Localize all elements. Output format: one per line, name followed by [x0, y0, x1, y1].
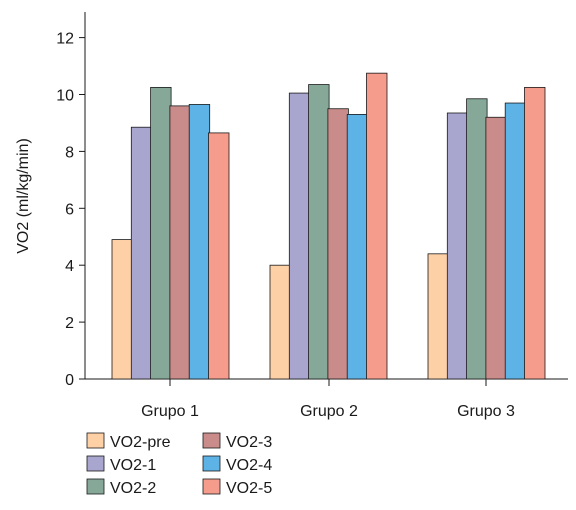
- y-tick-label: 12: [56, 31, 74, 48]
- legend: VO2-pre VO2-1 VO2-2 VO2-3 VO2-4 VO2-5: [86, 432, 272, 497]
- y-tick-label: 2: [65, 315, 74, 332]
- y-tick-label: 8: [65, 144, 74, 161]
- legend-label-vo2-2: VO2-2: [110, 480, 156, 497]
- y-axis-title: VO2 (ml/kg/min): [15, 138, 32, 254]
- legend-label-vo2-1: VO2-1: [110, 457, 156, 474]
- bar-vo2-1-group-3: [446, 112, 469, 380]
- legend-swatch-vo2-2: [86, 478, 105, 495]
- bar-vo2-4-group-1: [188, 104, 211, 380]
- bars: [111, 72, 546, 380]
- y-tick-label: 4: [65, 258, 74, 275]
- x-ticks: Grupo 1 Grupo 2 Grupo 3: [141, 379, 515, 420]
- bar-vo2-3-group-1: [169, 105, 191, 380]
- legend-swatch-vo2-3: [202, 432, 221, 449]
- legend-swatch-vo2-4: [202, 455, 221, 472]
- x-tick-label: Grupo 1: [141, 403, 199, 420]
- bar-vo2-3-group-3: [485, 116, 507, 380]
- bar-vo2-2-group-1: [150, 86, 172, 380]
- legend-label-vo2-4: VO2-4: [226, 457, 272, 474]
- bar-vo2-pre-group-1: [111, 239, 133, 380]
- bar-vo2-5-group-3: [524, 86, 546, 380]
- legend-label-vo2-5: VO2-5: [226, 480, 272, 497]
- bar-vo2-3-group-2: [327, 108, 349, 380]
- y-tick-label: 10: [56, 88, 74, 105]
- bar-vo2-pre-group-2: [269, 264, 291, 380]
- y-tick-label: 0: [65, 372, 74, 389]
- legend-label-vo2-pre: VO2-pre: [110, 434, 171, 451]
- bar-vo2-2-group-2: [308, 84, 330, 380]
- y-ticks: 0 2 4 6 8 10 12: [56, 31, 85, 389]
- bar-vo2-4-group-3: [504, 102, 527, 380]
- legend-label-vo2-3: VO2-3: [226, 434, 272, 451]
- legend-swatch-vo2-pre: [86, 432, 105, 449]
- y-tick-label: 6: [65, 201, 74, 218]
- bar-vo2-2-group-3: [466, 98, 488, 380]
- bar-vo2-pre-group-3: [427, 253, 449, 380]
- bar-vo2-5-group-1: [208, 132, 230, 380]
- bar-vo2-5-group-2: [366, 72, 388, 380]
- bar-vo2-1-group-2: [288, 92, 311, 380]
- x-tick-label: Grupo 2: [300, 403, 358, 420]
- bar-vo2-4-group-2: [346, 114, 369, 380]
- legend-swatch-vo2-5: [202, 478, 221, 495]
- x-tick-label: Grupo 3: [457, 403, 515, 420]
- legend-swatch-vo2-1: [86, 455, 105, 472]
- bar-vo2-1-group-1: [130, 126, 153, 380]
